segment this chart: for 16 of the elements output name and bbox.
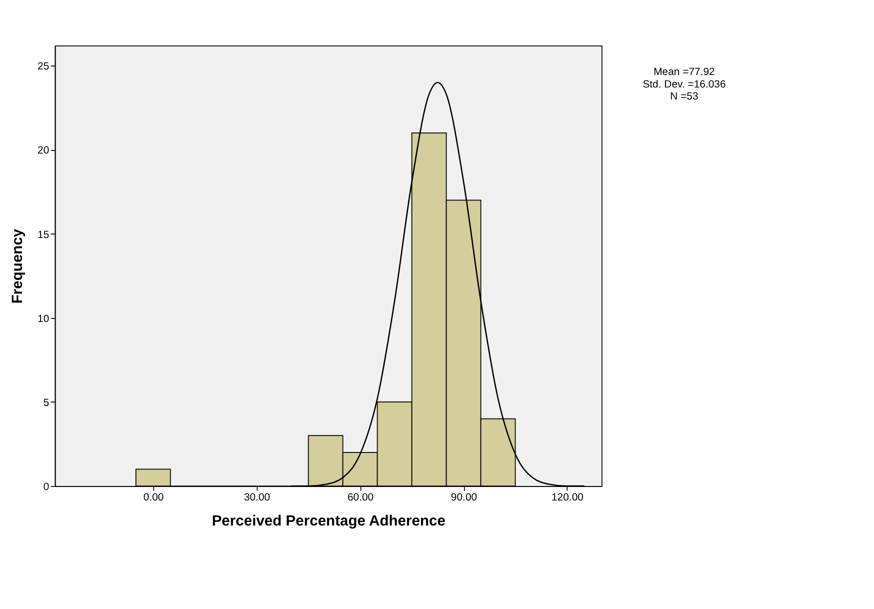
y-axis-title: Frequency: [10, 228, 26, 304]
x-axis-title: Perceived Percentage Adherence: [212, 514, 446, 530]
x-tick-label: 60.00: [347, 492, 374, 504]
x-tick-label: 0.00: [143, 492, 164, 504]
y-tick-label: 15: [38, 230, 50, 241]
y-tick-label: 5: [43, 398, 50, 409]
x-tick-label: 90.00: [450, 492, 478, 504]
y-tick-label: 0: [43, 482, 50, 493]
y-tick-label: 25: [38, 62, 50, 73]
y-tick-label: 20: [38, 146, 50, 157]
text: N =53: [670, 92, 698, 103]
x-tick-label: 120.00: [552, 492, 584, 504]
x-tick-label: 30.00: [244, 492, 270, 504]
text: Std. Dev. =16.036: [642, 79, 726, 90]
y-tick-label: 10: [38, 314, 50, 325]
text: Mean =77.92: [654, 67, 716, 78]
